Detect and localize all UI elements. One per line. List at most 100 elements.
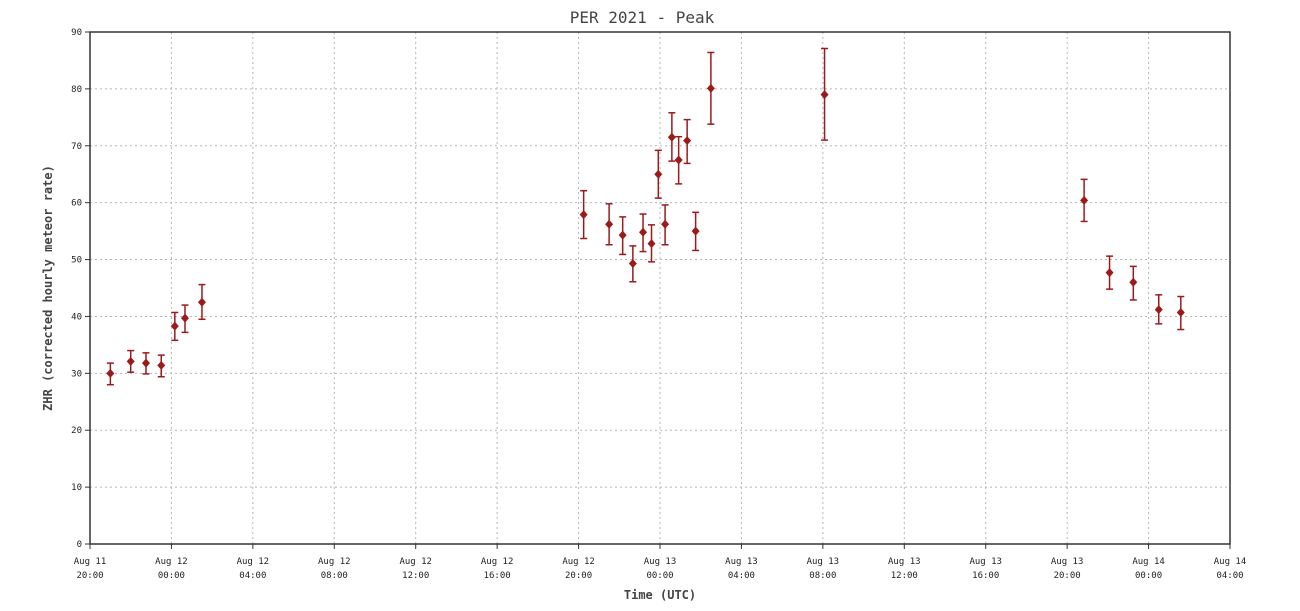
data-point	[181, 304, 189, 334]
data-point	[628, 245, 637, 283]
x-tick-label-date: Aug 12	[481, 557, 514, 567]
x-tick-label-time: 16:00	[972, 571, 999, 581]
x-tick-label-date: Aug 13	[888, 557, 921, 567]
zhr-marker	[674, 155, 683, 165]
data-point	[1105, 255, 1114, 290]
x-tick-label-date: Aug 12	[155, 557, 188, 567]
data-point	[1080, 178, 1089, 223]
x-tick-label-time: 16:00	[484, 571, 511, 581]
zhr-marker	[706, 83, 715, 93]
zhr-marker	[181, 313, 189, 323]
data-point	[106, 362, 115, 386]
x-tick-label-date: Aug 12	[237, 557, 270, 567]
y-tick-label: 60	[71, 199, 82, 209]
x-tick-label-date: Aug 12	[399, 557, 432, 567]
x-tick-label-time: 20:00	[565, 571, 592, 581]
zhr-marker	[683, 136, 692, 146]
data-point	[618, 216, 627, 256]
y-tick-label: 70	[71, 142, 82, 152]
zhr-marker	[157, 360, 166, 370]
x-tick-label-date: Aug 13	[969, 557, 1002, 567]
data-point	[170, 311, 179, 342]
data-point	[579, 189, 588, 240]
x-tick-label-date: Aug 13	[807, 557, 840, 567]
y-axis-title: ZHR (corrected hourly meteor rate)	[41, 165, 55, 411]
zhr-marker	[1129, 277, 1138, 287]
data-points	[106, 47, 1185, 386]
chart-title: PER 2021 - Peak	[570, 8, 715, 27]
x-tick-label-date: Aug 14	[1132, 557, 1165, 567]
data-point	[691, 211, 700, 252]
x-tick-label-date: Aug 13	[725, 557, 758, 567]
x-tick-label-date: Aug 12	[318, 557, 351, 567]
zhr-marker	[820, 90, 829, 100]
data-point	[820, 47, 829, 141]
x-tick-label-time: 20:00	[1054, 571, 1081, 581]
zhr-marker	[106, 368, 115, 378]
y-tick-label: 90	[71, 28, 82, 38]
zhr-marker	[1080, 195, 1089, 205]
data-point	[667, 112, 676, 162]
zhr-marker	[579, 210, 588, 220]
zhr-marker	[197, 297, 206, 307]
grid-lines	[90, 32, 1230, 544]
x-tick-label-time: 04:00	[239, 571, 266, 581]
zhr-marker	[667, 132, 676, 142]
x-tick-label-date: Aug 12	[562, 557, 595, 567]
data-point	[706, 51, 715, 125]
x-tick-label-date: Aug 13	[644, 557, 677, 567]
x-tick-label-time: 08:00	[809, 571, 836, 581]
data-point	[126, 349, 135, 373]
x-tick-label-date: Aug 11	[74, 557, 107, 567]
data-point	[1176, 295, 1185, 331]
zhr-marker	[141, 358, 150, 368]
zhr-marker	[1176, 307, 1185, 317]
x-tick-label-time: 12:00	[891, 571, 918, 581]
zhr-marker	[1154, 305, 1163, 315]
zhr-marker	[691, 226, 700, 236]
zhr-marker	[654, 169, 663, 179]
zhr-marker	[1105, 268, 1114, 278]
y-tick-label: 10	[71, 483, 82, 493]
y-tick-label: 30	[71, 369, 82, 379]
x-tick-label-time: 12:00	[402, 571, 429, 581]
y-tick-label: 0	[77, 540, 82, 550]
zhr-marker	[628, 259, 637, 269]
zhr-marker	[661, 219, 670, 229]
x-tick-label-time: 00:00	[158, 571, 185, 581]
data-point	[639, 213, 648, 253]
y-tick-label: 80	[71, 85, 82, 95]
x-tick-label-time: 00:00	[646, 571, 673, 581]
x-tick-label-date: Aug 14	[1214, 557, 1247, 567]
data-point	[674, 135, 683, 185]
x-tick-label-date: Aug 13	[1051, 557, 1084, 567]
zhr-marker	[639, 227, 648, 237]
x-tick-label-time: 20:00	[76, 571, 103, 581]
zhr-marker	[605, 219, 614, 229]
data-point	[647, 224, 656, 263]
data-point	[1154, 294, 1163, 325]
zhr-marker	[647, 239, 656, 249]
x-tick-label-time: 04:00	[728, 571, 755, 581]
x-axis-title: Time (UTC)	[624, 588, 696, 602]
x-tick-label-time: 08:00	[321, 571, 348, 581]
data-point	[141, 352, 150, 375]
y-tick-label: 40	[71, 312, 82, 322]
data-point	[605, 203, 614, 246]
data-point	[654, 149, 663, 199]
y-axis: 0 10 20 30 40 50 60 70 80 90	[71, 28, 90, 550]
zhr-marker	[170, 321, 179, 331]
x-tick-label-time: 00:00	[1135, 571, 1162, 581]
y-tick-label: 50	[71, 256, 82, 266]
x-tick-label-time: 04:00	[1216, 571, 1243, 581]
data-point	[683, 118, 692, 165]
x-axis: Aug 11 20:00 Aug 12 00:00 Aug 12 04:00 Aug 12 0…	[74, 544, 1247, 581]
y-tick-label: 20	[71, 426, 82, 436]
zhr-marker	[618, 230, 627, 240]
zhr-marker	[126, 356, 135, 366]
data-point	[1129, 265, 1138, 301]
data-point	[157, 354, 166, 378]
data-point	[661, 204, 670, 246]
data-point	[197, 283, 206, 321]
